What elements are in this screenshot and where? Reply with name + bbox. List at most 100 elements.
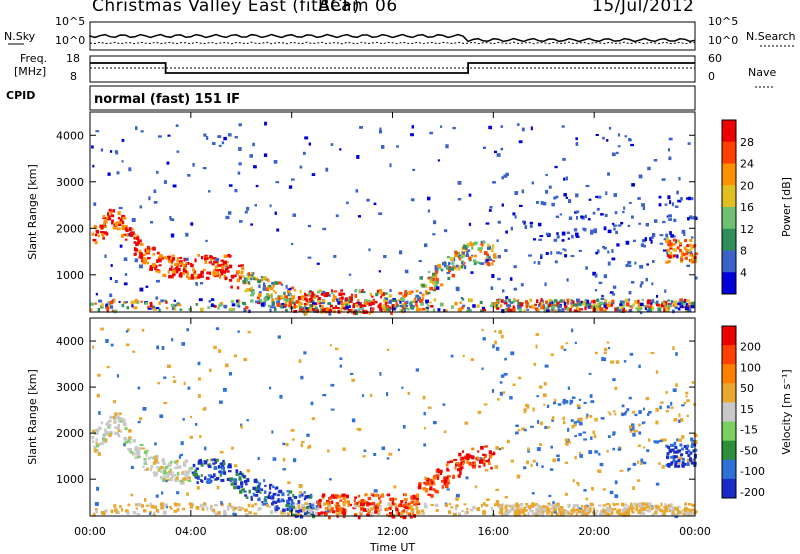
heatmap-cell	[410, 306, 415, 310]
colorbar-segment	[722, 421, 736, 442]
heatmap-cell	[223, 471, 227, 475]
heatmap-cell	[662, 249, 667, 252]
heatmap-cell	[197, 361, 201, 366]
heatmap-cell	[139, 252, 143, 256]
heatmap-cell	[287, 481, 291, 485]
heatmap-cell	[636, 479, 641, 482]
heatmap-cell	[310, 504, 315, 507]
heatmap-cell	[128, 436, 132, 439]
heatmap-cell	[638, 364, 641, 369]
heatmap-cell	[171, 254, 175, 257]
heatmap-cell	[366, 502, 371, 506]
heatmap-cell	[678, 449, 681, 453]
heatmap-cell	[377, 502, 381, 505]
heatmap-cell	[567, 427, 570, 432]
heatmap-cell	[416, 298, 420, 302]
heatmap-cell	[556, 251, 561, 255]
heatmap-cell	[338, 507, 343, 511]
heatmap-cell	[575, 193, 579, 198]
heatmap-cell	[236, 270, 241, 274]
heatmap-cell	[373, 506, 377, 510]
heatmap-cell	[410, 495, 414, 500]
heatmap-cell	[454, 254, 458, 258]
colorbar-segment	[722, 478, 736, 499]
heatmap-cell	[184, 477, 188, 481]
heatmap-cell	[182, 507, 186, 511]
heatmap-cell	[379, 289, 383, 293]
heatmap-cell	[165, 504, 168, 509]
heatmap-cell	[238, 477, 242, 481]
heatmap-cell	[592, 304, 596, 307]
heatmap-cell	[669, 246, 673, 250]
heatmap-cell	[678, 462, 681, 465]
heatmap-cell	[344, 499, 348, 504]
heatmap-cell	[603, 351, 607, 354]
heatmap-cell	[678, 413, 681, 417]
heatmap-cell	[137, 502, 142, 507]
heatmap-cell	[570, 419, 574, 422]
heatmap-cell	[664, 289, 667, 293]
heatmap-cell	[285, 308, 288, 312]
heatmap-cell	[628, 507, 632, 510]
heatmap-cell	[623, 360, 627, 363]
heatmap-cell	[690, 246, 694, 250]
heatmap-cell	[272, 301, 276, 306]
heatmap-cell	[626, 512, 631, 517]
heatmap-cell	[474, 485, 478, 489]
heatmap-cell	[154, 455, 158, 459]
heatmap-cell	[535, 333, 539, 336]
heatmap-cell	[564, 461, 569, 465]
heatmap-cell	[694, 252, 698, 256]
heatmap-cell	[379, 291, 383, 295]
heatmap-cell	[546, 404, 550, 408]
heatmap-cell	[637, 510, 642, 515]
heatmap-cell	[535, 513, 538, 517]
heatmap-cell	[598, 504, 602, 507]
heatmap-cell	[640, 458, 644, 463]
heatmap-cell	[355, 302, 358, 305]
heatmap-cell	[595, 307, 600, 311]
heatmap-cell	[104, 429, 107, 434]
heatmap-cell	[271, 495, 274, 498]
heatmap-cell	[280, 305, 284, 309]
heatmap-cell	[455, 504, 459, 508]
heatmap-cell	[243, 277, 248, 282]
heatmap-cell	[129, 451, 134, 454]
heatmap-cell	[690, 236, 694, 239]
heatmap-cell	[615, 503, 620, 506]
heatmap-cell	[577, 482, 580, 487]
heatmap-cell	[101, 303, 104, 308]
heatmap-cell	[650, 302, 653, 305]
heatmap-cell	[369, 292, 372, 297]
heatmap-cell	[651, 299, 654, 304]
heatmap-cell	[659, 405, 662, 410]
heatmap-cell	[459, 301, 462, 304]
heatmap-cell	[631, 215, 634, 219]
heatmap-cell	[107, 301, 112, 305]
heatmap-cell	[461, 306, 464, 310]
heatmap-cell	[460, 297, 464, 300]
heatmap-cell	[338, 509, 342, 513]
heatmap-cell	[487, 256, 491, 260]
heatmap-cell	[563, 177, 566, 181]
heatmap-cell	[506, 304, 510, 307]
heatmap-cell	[669, 200, 672, 205]
heatmap-cell	[142, 253, 146, 256]
heatmap-cell	[687, 454, 691, 457]
x-tick-label: 20:00	[578, 525, 610, 538]
heatmap-cell	[630, 502, 633, 506]
heatmap-cell	[306, 502, 309, 505]
heatmap-cell	[362, 508, 367, 512]
heatmap-cell	[416, 509, 420, 514]
heatmap-cell	[539, 505, 542, 509]
heatmap-cell	[477, 450, 480, 453]
heatmap-cell	[220, 271, 224, 276]
heatmap-cell	[203, 460, 207, 464]
heatmap-cell	[374, 506, 379, 511]
heatmap-cell	[685, 451, 689, 455]
heatmap-cell	[227, 253, 231, 257]
heatmap-cell	[290, 499, 294, 503]
heatmap-cell	[329, 308, 333, 313]
heatmap-cell	[679, 443, 683, 447]
heatmap-cell	[665, 240, 669, 244]
